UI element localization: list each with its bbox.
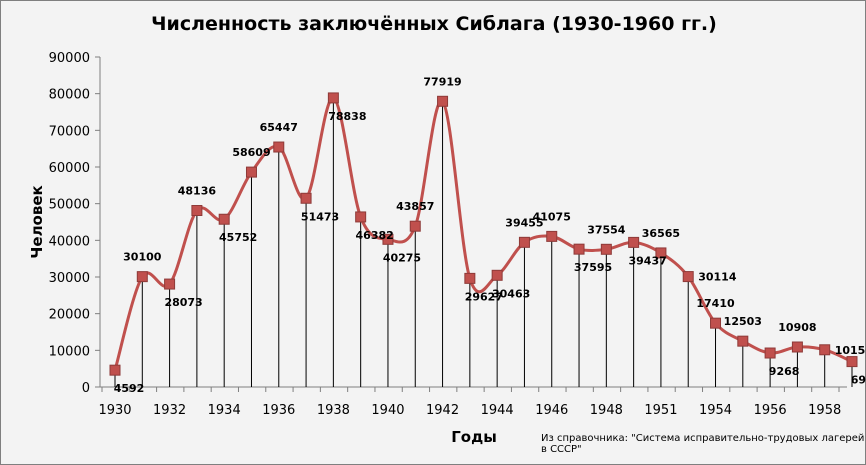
y-tick-label: 90000 — [49, 51, 90, 66]
y-tick-label: 70000 — [49, 124, 90, 139]
x-tick-label: 1946 — [535, 403, 568, 418]
data-marker — [710, 317, 722, 329]
data-label: 46382 — [356, 229, 394, 242]
data-label: 30114 — [698, 271, 737, 284]
x-tick-label: 1954 — [699, 403, 732, 418]
x-tick-label: 1951 — [644, 403, 677, 418]
data-label: 45752 — [219, 231, 257, 244]
data-label: 78838 — [328, 110, 366, 123]
x-tick-label: 1944 — [481, 403, 514, 418]
data-label: 43857 — [396, 200, 434, 213]
data-marker — [628, 236, 640, 248]
x-tick-label: 1930 — [98, 403, 131, 418]
data-label: 9268 — [769, 365, 800, 378]
data-label: 36565 — [642, 227, 680, 240]
x-tick-label: 1956 — [754, 403, 787, 418]
data-label: 30100 — [123, 251, 162, 264]
data-label: 6929 — [851, 374, 866, 387]
x-tick-label: 1938 — [317, 403, 350, 418]
data-marker — [546, 230, 558, 242]
data-marker — [136, 271, 148, 283]
data-label: 58609 — [232, 146, 270, 159]
data-marker — [682, 271, 694, 283]
data-marker — [600, 243, 612, 255]
data-label: 10908 — [778, 321, 816, 334]
data-label: 30463 — [492, 287, 530, 300]
data-label: 29627 — [465, 290, 503, 303]
data-label: 28073 — [164, 296, 202, 309]
data-marker — [109, 364, 121, 376]
data-marker — [218, 213, 230, 225]
drop-lines — [114, 97, 853, 387]
axis-ticks: 0 10000 20000 30000 40000 50000 60000 70000 8000… — [49, 51, 866, 418]
data-label: 37595 — [574, 261, 612, 274]
data-markers — [109, 92, 858, 376]
data-label: 51473 — [301, 210, 339, 223]
y-tick-label: 20000 — [49, 308, 90, 323]
data-marker — [437, 95, 449, 107]
data-marker — [819, 344, 831, 356]
data-marker — [573, 243, 585, 255]
data-label: 40275 — [383, 251, 421, 264]
data-marker — [518, 236, 530, 248]
y-tick-label: 40000 — [49, 234, 90, 249]
data-marker — [409, 220, 421, 232]
data-marker — [164, 278, 176, 290]
data-label: 65447 — [260, 121, 298, 134]
y-axis-label: Человек — [28, 185, 46, 258]
data-marker — [491, 269, 503, 281]
y-tick-label: 10000 — [49, 344, 90, 359]
y-tick-label: 30000 — [49, 271, 90, 286]
x-tick-label: 1936 — [262, 403, 295, 418]
data-marker — [382, 233, 394, 245]
x-axis-label: Годы — [451, 428, 497, 446]
x-tick-label: 1942 — [426, 403, 459, 418]
data-label: 17410 — [696, 297, 735, 310]
data-labels: 4592 30100 28073 48136 45752 58609 65447 51473 7… — [114, 75, 866, 395]
data-marker — [764, 347, 776, 359]
data-marker — [355, 211, 367, 223]
data-marker — [191, 205, 203, 217]
data-label: 12503 — [724, 315, 762, 328]
chart-title: Численность заключённых Сиблага (1930-19… — [151, 13, 717, 35]
x-tick-label: 1934 — [208, 403, 241, 418]
x-tick-label: 1940 — [371, 403, 404, 418]
data-label: 41075 — [533, 210, 571, 223]
source-note: Из справочника: "Система исправительно-т… — [541, 433, 865, 455]
data-marker — [464, 272, 476, 284]
data-marker — [273, 141, 285, 153]
data-label: 39437 — [628, 254, 666, 267]
y-tick-label: 60000 — [49, 161, 90, 176]
x-tick-label: 1958 — [808, 403, 841, 418]
data-label: 10150 — [835, 344, 866, 357]
data-label: 37554 — [587, 223, 626, 236]
data-marker — [846, 356, 858, 368]
data-marker — [245, 166, 257, 178]
y-tick-label: 80000 — [49, 88, 90, 103]
x-tick-label: 1948 — [590, 403, 623, 418]
data-label: 77919 — [423, 75, 461, 88]
data-label: 48136 — [178, 185, 217, 198]
y-tick-label: 50000 — [49, 198, 90, 213]
data-marker — [300, 192, 312, 204]
data-marker — [327, 92, 339, 104]
data-marker — [791, 341, 803, 353]
data-marker — [655, 247, 667, 259]
y-tick-label: 0 — [82, 381, 90, 396]
data-label: 4592 — [114, 382, 145, 395]
data-marker — [737, 335, 749, 347]
data-label: 39455 — [505, 216, 543, 229]
x-tick-label: 1932 — [153, 403, 186, 418]
